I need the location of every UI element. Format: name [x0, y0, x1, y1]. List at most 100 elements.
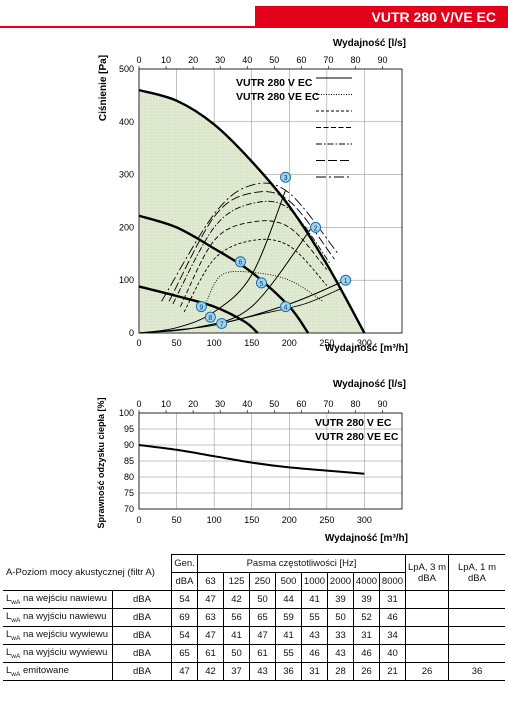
table-cell: 21	[379, 662, 406, 681]
operating-point-label: 2	[314, 225, 318, 232]
band-header: 2000	[327, 572, 354, 591]
table-cell: 69	[171, 608, 198, 627]
table-cell: 40	[379, 644, 406, 663]
row-label: LwA na wyjściu wywiewu	[3, 644, 113, 663]
operating-point-marker	[195, 301, 207, 313]
acoustic-table: A-Poziom mocy akustycznej (filtr A) Gen.…	[3, 554, 505, 681]
table-cell: 54	[171, 626, 198, 645]
operating-point-label: 5	[260, 281, 264, 288]
lwa-symbol: L	[6, 611, 12, 623]
series-line	[179, 220, 328, 307]
series-line	[183, 238, 328, 313]
lpa1-header: LpA, 1 m dBA	[448, 554, 505, 591]
efficiency-line	[138, 444, 365, 475]
x-tick-label: 0	[136, 515, 141, 525]
product-title: VUTR 280 V/VE EC	[255, 6, 508, 28]
fan-curve-low	[138, 285, 259, 334]
table-row: LwA emitowane dBA 47 42 37 43 36 31 28 26 21 26 36	[3, 662, 505, 681]
unit-cell: dBA	[112, 662, 172, 681]
operating-points: 1 2 3 4 5 6 7 89	[195, 171, 352, 329]
plot-frame	[138, 412, 403, 510]
table-cell: 26	[405, 662, 449, 681]
table-cell	[448, 626, 505, 645]
y-tick-label: 70	[124, 504, 134, 514]
x-tick-label: 300	[357, 515, 372, 525]
table-cell: 59	[275, 608, 302, 627]
band-header: 250	[249, 572, 276, 591]
table-cell	[405, 590, 449, 609]
unit-cell: dBA	[112, 626, 172, 645]
header-accent-line	[0, 26, 508, 28]
x-tick-label: 150	[244, 515, 259, 525]
x2-tick-label: 80	[350, 399, 360, 409]
x-tick-label: 100	[207, 338, 222, 348]
table-cell: 63	[197, 608, 224, 627]
operating-point-label: 1	[344, 278, 348, 285]
header-bar: VUTR 280 V/VE EC	[0, 0, 508, 29]
y-tick-label: 95	[124, 424, 134, 434]
table-cell: 47	[249, 626, 276, 645]
table-cell: 65	[171, 644, 198, 663]
operating-point-label: 3	[284, 175, 288, 182]
system-curve-a	[138, 190, 286, 334]
x2-tick-label: 60	[296, 399, 306, 409]
band-header: 500	[275, 572, 302, 591]
row-label-text: na wejściu nawiewu	[20, 593, 107, 605]
x-tick-label: 200	[282, 338, 297, 348]
operating-point-label: 8	[208, 315, 212, 322]
table-cell: 52	[353, 608, 380, 627]
x-axis-title: Wydajność [m³/h]	[325, 343, 408, 354]
table-cell: 47	[197, 626, 224, 645]
lwa-symbol: L	[6, 629, 12, 641]
table-cell: 43	[249, 662, 276, 681]
efficiency-grid	[138, 412, 402, 510]
table-cell: 39	[353, 590, 380, 609]
band-header: 63	[197, 572, 224, 591]
gen-unit: dBA	[171, 572, 198, 591]
table-cell: 36	[448, 662, 505, 681]
lwa-subscript: wA	[11, 598, 21, 606]
x2-tick-label: 20	[188, 399, 198, 409]
table-cell	[448, 644, 505, 663]
table-cell: 61	[249, 644, 276, 663]
table-cell: 42	[197, 662, 224, 681]
model-label-2: VUTR 280 VE EC	[315, 431, 399, 443]
table-cell: 39	[327, 590, 354, 609]
x2-tick-label: 0	[136, 55, 141, 65]
y-tick-label: 100	[119, 408, 134, 418]
table-cell: 26	[353, 662, 380, 681]
x-tick-label: 50	[172, 338, 182, 348]
row-label-text: na wyjściu nawiewu	[20, 611, 107, 623]
table-cell: 46	[353, 644, 380, 663]
operating-point-label: 7	[220, 321, 224, 328]
x2-tick-label: 70	[323, 55, 333, 65]
table-cell	[405, 644, 449, 663]
gen-header: Gen.	[171, 554, 198, 573]
table-cell: 55	[301, 608, 328, 627]
model-label-1: VUTR 280 V EC	[315, 417, 392, 429]
x2-tick-label: 10	[161, 55, 171, 65]
operating-point-marker	[234, 256, 246, 268]
row-label: LwA na wyjściu nawiewu	[3, 608, 113, 627]
table-cell: 41	[275, 626, 302, 645]
table-cell: 61	[197, 644, 224, 663]
lwa-symbol: L	[6, 593, 12, 605]
y-tick-label: 300	[119, 170, 134, 180]
operating-point-label: 6	[238, 260, 242, 267]
table-cell: 31	[353, 626, 380, 645]
x2-axis-title: Wydajność [l/s]	[333, 38, 406, 49]
table-cell: 41	[301, 590, 328, 609]
table-cell: 50	[327, 608, 354, 627]
lwa-symbol: L	[6, 665, 12, 677]
y-tick-label: 80	[124, 472, 134, 482]
x2-tick-label: 70	[323, 399, 333, 409]
legend	[316, 77, 352, 178]
x2-tick-label: 30	[215, 399, 225, 409]
lwa-subscript: wA	[11, 616, 21, 624]
x-tick-label: 0	[136, 338, 141, 348]
table-cell	[448, 608, 505, 627]
x-tick-label: 50	[172, 515, 182, 525]
table-cell: 36	[275, 662, 302, 681]
